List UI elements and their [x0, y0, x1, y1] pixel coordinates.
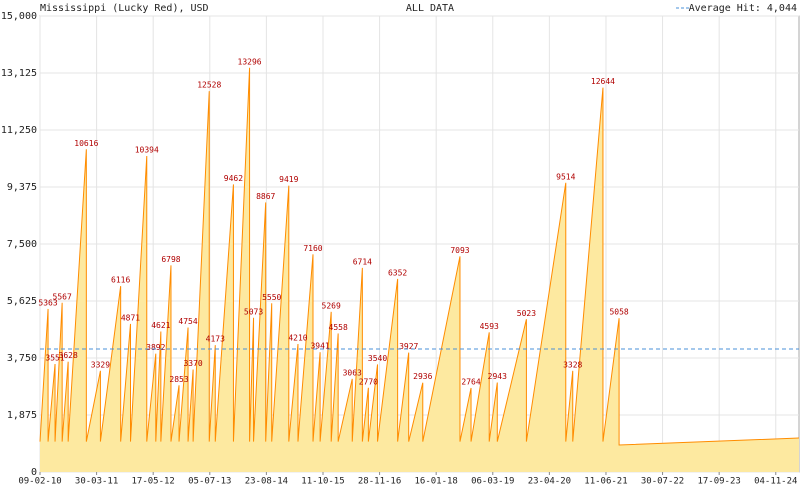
y-tick-label: 11,250 [1, 125, 37, 136]
data-label: 9462 [224, 174, 243, 183]
x-tick-label: 30-03-11 [75, 477, 118, 487]
chart-subtitle: ALL DATA [406, 3, 454, 14]
data-label: 13296 [238, 57, 262, 66]
data-label: 9419 [279, 175, 298, 184]
x-tick-label: 17-05-12 [132, 477, 175, 487]
data-label: 6714 [353, 257, 372, 266]
y-tick-label: 0 [31, 467, 37, 478]
data-label: 3370 [183, 359, 202, 368]
data-label: 2853 [169, 375, 188, 384]
data-label: 12644 [591, 77, 615, 86]
data-label: 3927 [399, 342, 418, 351]
data-label: 4210 [288, 334, 307, 343]
x-tick-label: 11-10-15 [301, 477, 344, 487]
data-label: 6116 [111, 276, 130, 285]
x-tick-label: 04-11-24 [754, 477, 797, 487]
area [40, 67, 799, 473]
data-label: 4621 [151, 321, 170, 330]
x-tick-label: 30-07-22 [641, 477, 684, 487]
data-label: 5073 [244, 307, 263, 316]
data-label: 3063 [343, 368, 362, 377]
x-tick-label: 11-06-21 [584, 477, 627, 487]
y-tick-label: 13,125 [1, 68, 37, 79]
x-tick-label: 06-03-19 [471, 477, 514, 487]
x-tick-label: 05-07-13 [188, 477, 231, 487]
data-label: 3941 [310, 342, 329, 351]
data-label: 3540 [368, 354, 387, 363]
data-label: 6798 [161, 255, 180, 264]
data-label: 3892 [146, 343, 165, 352]
x-tick-label: 23-04-20 [528, 477, 571, 487]
data-label: 2943 [488, 372, 507, 381]
y-tick-label: 15,000 [1, 11, 37, 22]
legend-label: Average Hit: 4,044 [689, 3, 797, 14]
data-label: 3628 [59, 351, 78, 360]
data-label: 3328 [563, 360, 582, 369]
data-label: 3551 [45, 354, 64, 363]
data-label: 5567 [53, 292, 72, 301]
data-label: 4871 [121, 313, 140, 322]
data-label: 9514 [556, 172, 575, 181]
data-label: 5550 [262, 293, 281, 302]
data-label: 4173 [206, 335, 225, 344]
y-tick-label: 3,750 [7, 353, 37, 364]
data-label: 6352 [388, 268, 407, 277]
y-tick-label: 5,625 [7, 296, 37, 307]
x-tick-label: 23-08-14 [245, 477, 288, 487]
data-label: 12528 [197, 81, 221, 90]
data-label: 2770 [359, 377, 378, 386]
x-tick-label: 28-11-16 [358, 477, 401, 487]
data-label: 4558 [329, 323, 348, 332]
data-label: 5058 [609, 308, 628, 317]
data-label: 4754 [178, 317, 197, 326]
data-label: 2936 [413, 372, 432, 381]
data-label: 5269 [322, 301, 341, 310]
data-label: 8867 [256, 192, 275, 201]
chart-title: Mississippi (Lucky Red), USD [40, 3, 209, 14]
data-label: 7093 [450, 246, 469, 255]
data-label: 4593 [480, 322, 499, 331]
data-label: 5023 [517, 309, 536, 318]
data-label: 7160 [303, 244, 322, 253]
y-tick-label: 9,375 [7, 182, 37, 193]
data-label: 2764 [461, 377, 480, 386]
data-label: 5363 [38, 298, 57, 307]
y-tick-label: 1,875 [7, 410, 37, 421]
data-label: 10616 [74, 139, 98, 148]
y-tick-label: 7,500 [7, 239, 37, 250]
line [39, 67, 800, 446]
x-tick-label: 17-09-23 [697, 477, 740, 487]
x-tick-label: 16-01-18 [414, 477, 457, 487]
data-label: 3329 [91, 360, 110, 369]
data-label: 10394 [135, 146, 159, 155]
x-tick-label: 09-02-10 [18, 477, 61, 487]
